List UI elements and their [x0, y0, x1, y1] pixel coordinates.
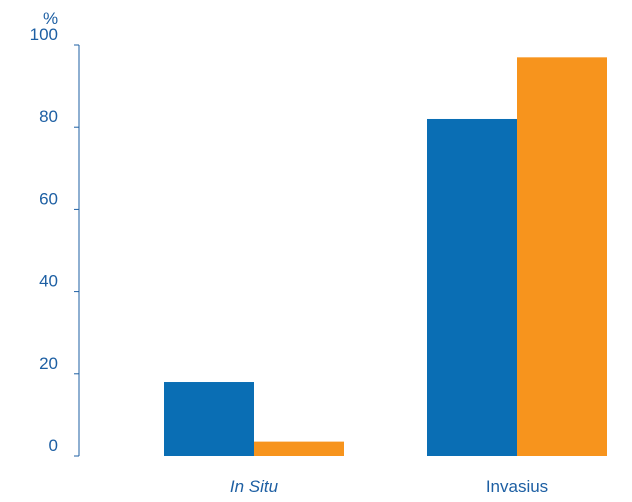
y-tick-label: 80	[39, 107, 58, 126]
y-tick-label: 0	[49, 436, 58, 455]
bar-series1-invasius	[427, 118, 517, 456]
category-label: Invasius	[486, 477, 548, 496]
y-tick-label: 40	[39, 272, 58, 291]
bar-series2-in-situ	[254, 441, 344, 456]
y-tick-label: 100	[30, 25, 58, 44]
category-label: In Situ	[230, 477, 279, 496]
bar-series2-invasius	[517, 57, 607, 457]
y-axis-ticks: 0 20 40 60 80 100	[30, 25, 79, 457]
bars	[164, 57, 607, 457]
category-labels: In Situ Invasius	[230, 477, 548, 496]
y-tick-label: 60	[39, 189, 58, 208]
bar-series1-in-situ	[164, 382, 254, 456]
y-tick-label: 20	[39, 354, 58, 373]
y-unit-label: %	[43, 9, 58, 28]
